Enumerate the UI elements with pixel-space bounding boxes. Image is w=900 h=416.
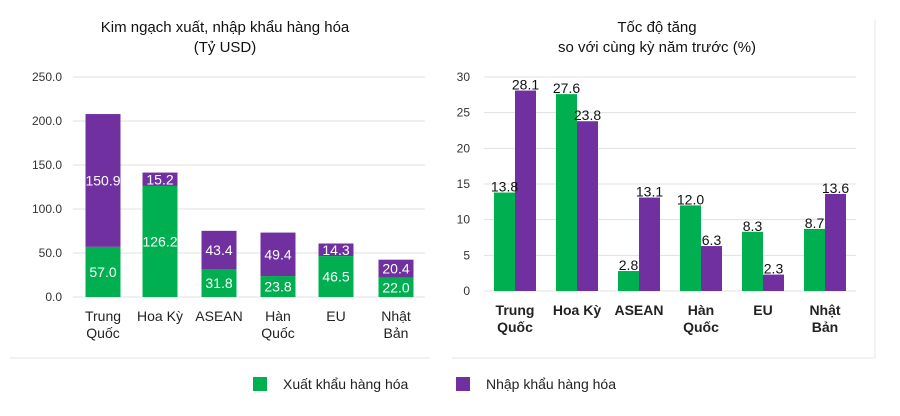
data-label-export: 46.5: [322, 269, 349, 285]
y-tick-label: 100.0: [32, 202, 62, 216]
y-tick-label: 5: [463, 248, 470, 262]
data-label-import: 15.2: [146, 171, 173, 187]
data-label-export: 31.8: [205, 275, 232, 291]
category-label: Bản: [384, 325, 409, 341]
category-label: Quốc: [261, 325, 294, 341]
bar-export: [260, 276, 296, 297]
chart-title-line: Kim ngạch xuất, nhập khẩu hàng hóa: [101, 19, 350, 36]
legend-import: Nhập khẩu hàng hóa: [456, 376, 616, 392]
y-tick-label: 10: [457, 213, 471, 227]
bar-import: [639, 197, 660, 291]
data-label-import: 20.4: [382, 261, 409, 277]
legend-export-label: Xuất khẩu hàng hóa: [283, 376, 409, 392]
category-label: ASEAN: [614, 302, 663, 318]
y-tick-label: 150.0: [32, 158, 62, 172]
data-label-import: 28.1: [512, 77, 539, 93]
category-label: Trung: [496, 302, 535, 318]
bar-import: [318, 243, 354, 257]
chart-title-line: so với cùng kỳ năm trước (%): [558, 39, 756, 56]
data-label-export: 8.7: [805, 215, 825, 231]
y-tick-label: 50.0: [39, 246, 63, 260]
data-label-import: 2.3: [764, 261, 784, 277]
data-label-import: 49.4: [264, 246, 291, 262]
category-label: Bản: [812, 319, 838, 335]
y-tick-label: 0: [463, 284, 470, 298]
data-label-export: 57.0: [89, 264, 116, 280]
category-label: Hàn: [688, 302, 714, 318]
category-label: Hoa Kỳ: [137, 308, 183, 324]
legend-export: Xuất khẩu hàng hóa: [253, 376, 408, 392]
bar-export: [318, 256, 354, 297]
y-tick-label: 250.0: [32, 70, 62, 84]
bar-export: [85, 246, 121, 297]
bar-export: [804, 228, 825, 291]
category-label: ASEAN: [195, 308, 242, 324]
category-label: Trung: [85, 308, 121, 324]
bar-import: [142, 172, 178, 186]
data-label-import: 13.6: [822, 180, 849, 196]
legend-import-swatch: [456, 377, 470, 391]
category-label: EU: [753, 302, 772, 318]
bar-export: [494, 192, 515, 291]
data-label-import: 14.3: [322, 242, 349, 258]
data-label-export: 27.6: [553, 80, 580, 96]
data-label-import: 13.1: [636, 184, 663, 200]
y-tick-label: 30: [457, 70, 471, 84]
category-label: Nhật: [381, 308, 411, 324]
y-tick-label: 200.0: [32, 114, 62, 128]
legend-import-label: Nhập khẩu hàng hóa: [486, 376, 616, 392]
y-tick-label: 25: [457, 106, 471, 120]
data-label-export: 8.3: [743, 218, 763, 234]
data-label-export: 2.8: [619, 257, 639, 273]
bar-export: [618, 271, 639, 291]
category-label: EU: [326, 308, 345, 324]
data-label-export: 12.0: [677, 191, 704, 207]
bar-import: [85, 114, 121, 247]
bar-import: [515, 90, 536, 291]
chart-title-line: (Tỷ USD): [194, 39, 257, 56]
category-label: Hàn: [265, 308, 291, 324]
bar-import: [825, 193, 846, 291]
category-label: Quốc: [86, 325, 119, 341]
data-label-export: 13.8: [491, 179, 518, 195]
data-label-import: 43.4: [205, 242, 232, 258]
bar-export: [201, 269, 237, 297]
bar-import: [260, 232, 296, 277]
y-tick-label: 15: [457, 177, 471, 191]
data-label-import: 23.8: [574, 107, 601, 123]
bar-import: [378, 259, 414, 278]
category-label: Quốc: [683, 319, 719, 335]
bar-export: [378, 277, 414, 297]
bar-import: [701, 246, 722, 291]
legend: Xuất khẩu hàng hóa Nhập khẩu hàng hóa: [0, 376, 900, 396]
data-label-export: 23.8: [264, 279, 291, 295]
data-label-export: 126.2: [142, 233, 177, 249]
category-label: Nhật: [809, 302, 840, 318]
y-tick-label: 0.0: [45, 290, 62, 304]
legend-export-swatch: [253, 377, 267, 391]
bar-export: [142, 185, 178, 297]
bar-import: [577, 121, 598, 291]
data-label-import: 150.9: [85, 172, 120, 188]
data-label-import: 6.3: [702, 232, 722, 248]
bar-import: [201, 230, 237, 270]
data-label-export: 22.0: [382, 279, 409, 295]
category-label: Hoa Kỳ: [553, 302, 601, 318]
y-tick-label: 20: [457, 141, 471, 155]
bar-export: [680, 205, 701, 291]
bar-export: [556, 94, 577, 292]
chart-title-line: Tốc độ tăng: [617, 19, 696, 36]
category-label: Quốc: [497, 319, 533, 335]
bar-export: [742, 231, 763, 291]
bar-import: [763, 274, 784, 291]
